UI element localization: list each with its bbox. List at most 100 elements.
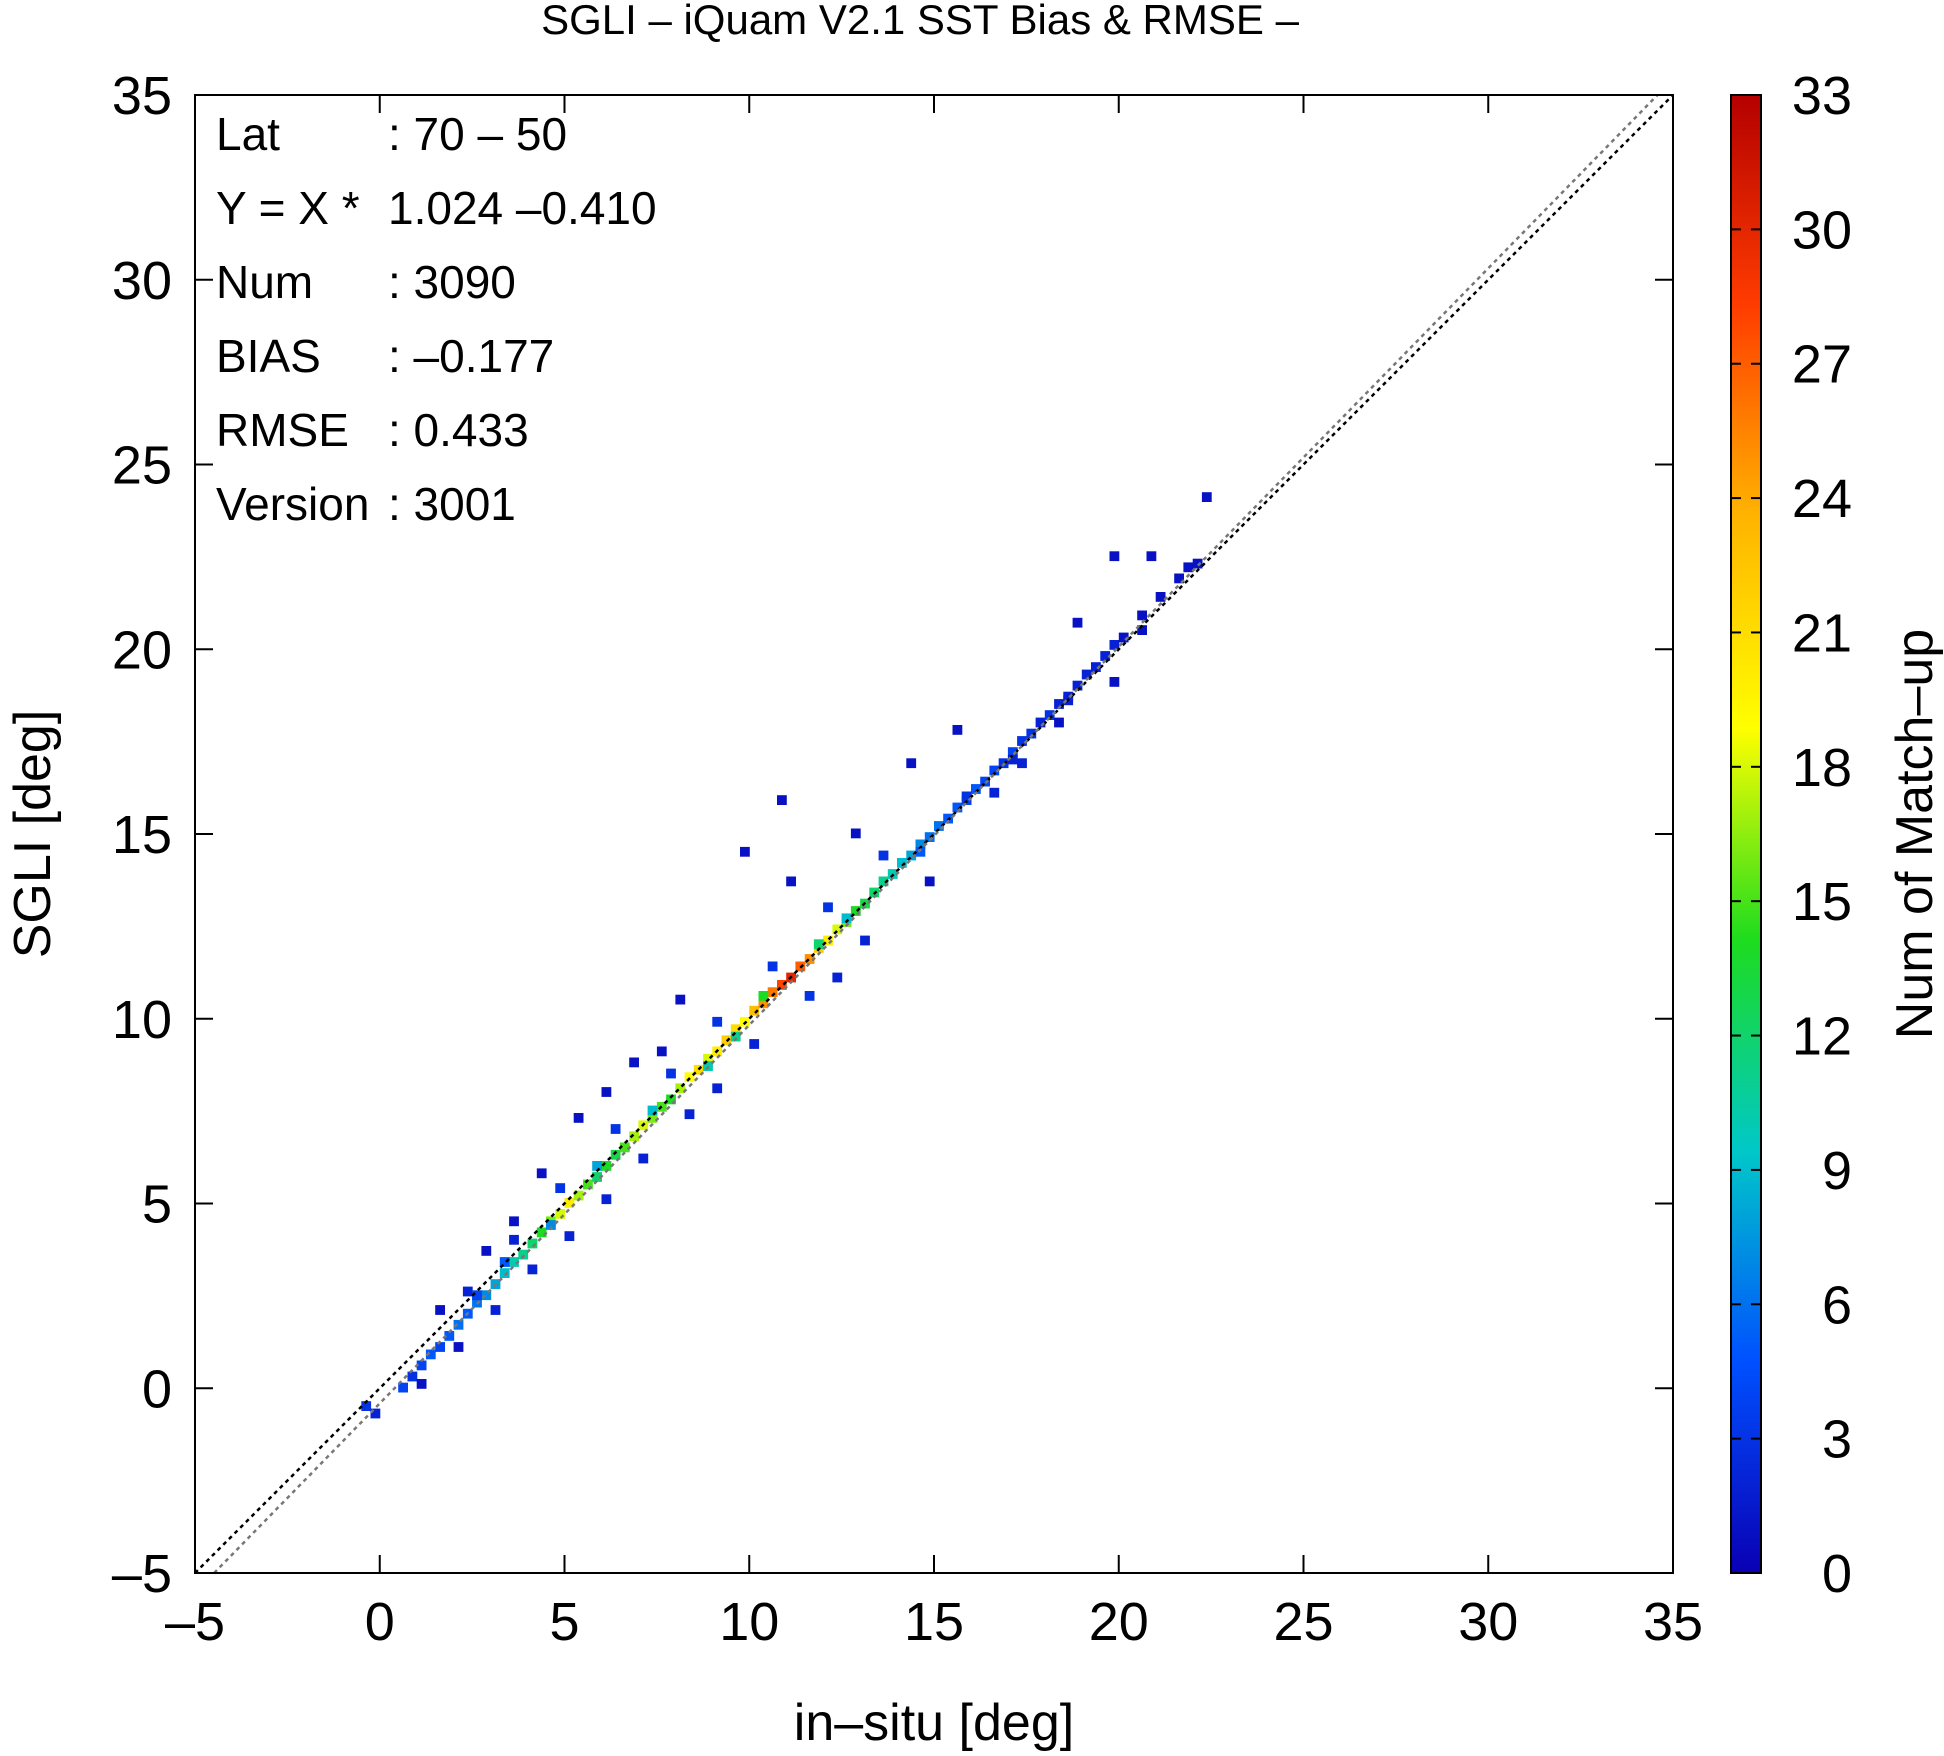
heatmap-cell [555, 1183, 566, 1193]
heatmap-cell [924, 876, 935, 887]
heatmap-cell [740, 846, 750, 857]
heatmap-cell [536, 1168, 547, 1179]
heatmap-cell [712, 1016, 723, 1027]
x-tick-label: 35 [1643, 1592, 1703, 1652]
heatmap-cell [850, 906, 861, 916]
colorbar-tick-label: 24 [1792, 469, 1852, 529]
heatmap-cell [693, 1064, 704, 1075]
heatmap-cell [1091, 662, 1101, 672]
stats-value: : 3001 [388, 478, 516, 530]
y-tick-label: 25 [112, 436, 172, 496]
heatmap-cell [592, 1172, 602, 1182]
colorbar-tick-label: 6 [1822, 1275, 1852, 1335]
heatmap-cell [915, 839, 926, 850]
colorbar-ticks: 0 3 6 9 12 15 18 21 24 27 30 33 [1731, 66, 1852, 1604]
heatmap-cell [610, 1149, 621, 1160]
colorbar-gradient [1730, 94, 1762, 1574]
heatmap-cell [1201, 492, 1212, 502]
heatmap-cell [1054, 717, 1064, 728]
heatmap-cell [1183, 562, 1194, 573]
heatmap-cell [860, 935, 870, 946]
heatmap-cell [989, 765, 1000, 776]
reference-lines [194, 94, 1674, 1574]
heatmap-cell [361, 1401, 372, 1411]
heatmap-cell [481, 1246, 492, 1256]
heatmap-cell [425, 1349, 436, 1360]
heatmap-cell [527, 1238, 538, 1249]
heatmap-cell [878, 876, 889, 887]
heatmap-cell [684, 1109, 695, 1120]
heatmap-cell [509, 1257, 519, 1267]
heatmap-cell [749, 1039, 760, 1049]
heatmap-cell [1026, 728, 1037, 739]
heatmap-cell [1054, 699, 1064, 709]
x-tick-label: 5 [549, 1592, 579, 1652]
heatmap-cell [546, 1220, 556, 1230]
heatmap-cell [832, 924, 843, 935]
stats-label: BIAS [216, 330, 321, 382]
heatmap-cell [712, 1083, 723, 1094]
heatmap-cell [952, 802, 963, 813]
colorbar: 0 3 6 9 12 15 18 21 24 27 30 33 Num of Match–up [1730, 66, 1944, 1604]
heatmap-cell [1035, 717, 1046, 728]
heatmap-cell [509, 1234, 519, 1245]
heatmap-cell [675, 1083, 686, 1094]
heatmap-cell [1155, 592, 1166, 602]
heatmap-cell [1137, 625, 1147, 635]
heatmap-cell [823, 902, 833, 913]
x-tick-label: 30 [1458, 1592, 1518, 1652]
heatmap-cell [453, 1319, 464, 1330]
y-tick-label: 5 [142, 1175, 172, 1235]
heatmap-cell [583, 1179, 593, 1190]
colorbar-tick-label: 27 [1792, 335, 1852, 395]
heatmap-cell [758, 991, 769, 1001]
stats-label: Y = X * [216, 182, 360, 234]
heatmap-cell [730, 1024, 741, 1035]
heatmap-cell [619, 1142, 630, 1153]
heatmap-cell [1146, 551, 1157, 562]
x-axis-ticks: –5 0 5 10 15 20 25 30 35 [165, 95, 1703, 1652]
heatmap-cell [1044, 710, 1055, 720]
x-tick-label: 0 [365, 1592, 395, 1652]
colorbar-tick-label: 12 [1792, 1007, 1852, 1067]
x-tick-label: 25 [1273, 1592, 1333, 1652]
heatmap-cell [767, 987, 778, 998]
heatmap-cell [961, 791, 972, 802]
heatmap-cell [1137, 610, 1147, 621]
y-tick-label: 30 [112, 251, 172, 311]
heatmap-cell [656, 1046, 667, 1057]
x-tick-label: –5 [165, 1592, 225, 1652]
heatmap-cell [1072, 680, 1083, 691]
colorbar-tick-label: 15 [1792, 872, 1852, 932]
heatmap-cell [767, 961, 778, 972]
stats-value: 1.024 –0.410 [388, 182, 657, 234]
heatmap-cell [915, 846, 926, 857]
y-tick-label: 15 [112, 805, 172, 865]
heatmap-cell [1100, 651, 1111, 661]
heatmap-cell [1072, 617, 1083, 628]
colorbar-tick-label: 0 [1822, 1544, 1852, 1604]
heatmap-cell [435, 1342, 445, 1352]
x-axis-label: in–situ [deg] [794, 1694, 1074, 1752]
y-axis-ticks: –5 0 5 10 15 20 25 30 35 [112, 66, 1673, 1604]
heatmap-cell [629, 1131, 639, 1142]
heatmap-cell [934, 821, 944, 831]
heatmap-cell [786, 876, 796, 887]
heatmap-cell [897, 858, 907, 868]
heatmap-cell [813, 939, 824, 950]
heatmap-cell [610, 1124, 621, 1134]
heatmap-cell [906, 850, 917, 861]
colorbar-label: Num of Match–up [1886, 629, 1944, 1039]
heatmap-cell [1007, 754, 1018, 765]
stats-value: : –0.177 [388, 330, 554, 382]
heatmap-cell [730, 1031, 741, 1042]
heatmap-cell [1017, 736, 1027, 746]
heatmap-cell [703, 1053, 713, 1064]
heatmap-cell [980, 776, 990, 787]
stats-value: : 3090 [388, 256, 516, 308]
stats-value: : 70 – 50 [388, 108, 567, 160]
heatmap-cell [1109, 640, 1120, 650]
heatmap-cell [416, 1379, 427, 1389]
heatmap-cell [804, 991, 815, 1001]
heatmap-cell [481, 1290, 492, 1301]
